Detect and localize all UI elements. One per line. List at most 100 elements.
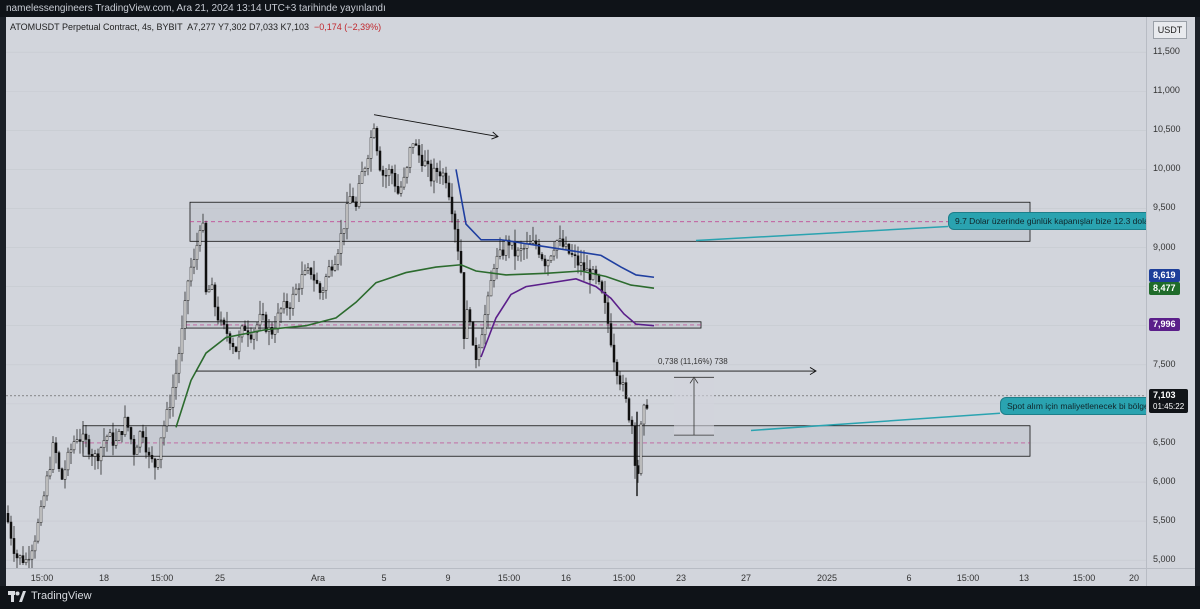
candle-body [462, 272, 466, 339]
candle-body [567, 243, 571, 254]
measure-range-arrowhead [689, 376, 699, 384]
candle-body [258, 313, 262, 326]
candle-body [171, 387, 175, 408]
time-axis[interactable]: 15:00 18 15:00 25 Ara 5 9 15:00 16 15:00 23 27 2025 6… [6, 568, 1146, 587]
price-axis[interactable]: USDT 11,500 11,000 10,500 10,000 9,500 9,000 8… [1146, 17, 1195, 568]
time-tick-label: 15:00 [1072, 573, 1096, 583]
candle-body [165, 409, 169, 427]
candle-body [345, 203, 349, 230]
candle-body [255, 324, 259, 333]
chart-plot-area[interactable]: ATOMUSDT Perpetual Contract, 4s, BYBIT A… [6, 17, 1146, 568]
candle-body [411, 143, 415, 148]
green-ma-price: 8,477 [1153, 283, 1176, 293]
candle-body [324, 276, 328, 291]
candle-body [423, 160, 427, 167]
candle-body [27, 558, 31, 561]
lower-note-callout[interactable]: Spot alım için maliyetlenecek bi bölge. [1000, 397, 1146, 415]
candle-body [240, 325, 244, 338]
candle-body [450, 196, 454, 215]
candle-body [198, 230, 202, 246]
candle-body [477, 347, 481, 360]
candle-body [618, 375, 622, 385]
candle-body [582, 262, 586, 271]
candle-body [321, 290, 325, 293]
candle-body [177, 353, 181, 374]
tradingview-logo[interactable]: TradingView [8, 590, 92, 602]
candle-body [420, 154, 424, 167]
candle-body [627, 398, 631, 421]
candle-body [429, 163, 433, 182]
upper-note-callout[interactable]: 9.7 Dolar üzerinde günlük kapanışlar biz… [948, 212, 1146, 230]
candle-body [60, 468, 64, 480]
candle-body [393, 172, 397, 187]
candle-body [195, 244, 199, 260]
candle-body [534, 240, 538, 245]
currency-unit-button[interactable]: USDT [1153, 21, 1187, 39]
candle-body [192, 259, 196, 268]
candle-body [273, 328, 277, 335]
candle-body [333, 264, 337, 271]
candle-body [123, 416, 127, 436]
time-tick-label: 23 [675, 573, 687, 583]
candle-body [9, 521, 13, 539]
candle-body [132, 438, 136, 455]
candle-body [12, 538, 16, 554]
candle-body [369, 137, 373, 159]
last-price-tag: 7,103 01:45:22 [1149, 389, 1189, 413]
candle-body [624, 382, 628, 399]
candle-body [603, 291, 607, 303]
price-tick-label: 11,500 [1153, 46, 1180, 57]
candle-body [552, 249, 556, 257]
candle-body [111, 432, 115, 446]
candle-body [456, 228, 460, 252]
time-tick-label: 15:00 [497, 573, 521, 583]
candle-body [492, 268, 496, 281]
price-tick-label: 7,500 [1153, 358, 1176, 369]
candle-body [561, 238, 565, 247]
candle-body [531, 240, 535, 244]
candle-body [21, 555, 25, 563]
candle-body [45, 475, 49, 497]
candle-body [276, 312, 280, 330]
candle-body [570, 253, 574, 255]
candle-body [471, 321, 475, 346]
bar-countdown: 01:45:22 [1153, 402, 1185, 411]
last-price: 7,103 [1153, 390, 1176, 400]
candle-body [336, 253, 340, 265]
attribution-text: namelessengineers TradingView.com, Ara 2… [6, 3, 386, 14]
candle-body [498, 249, 502, 257]
time-tick-label: 25 [214, 573, 226, 583]
candle-body [459, 250, 463, 273]
time-tick-label: 27 [740, 573, 752, 583]
time-tick-label: Ara [310, 573, 326, 583]
price-tick-label: 11,000 [1153, 85, 1180, 96]
candle-body [63, 469, 67, 480]
candle-body [318, 283, 322, 293]
symbol-legend[interactable]: ATOMUSDT Perpetual Contract, 4s, BYBIT A… [10, 22, 381, 32]
candle-body [366, 158, 370, 169]
candle-body [453, 213, 457, 230]
blue-vwap-price: 8,619 [1153, 270, 1176, 280]
candle-body [495, 255, 499, 269]
candle-body [468, 309, 472, 322]
overlay-ma_green [175, 263, 655, 428]
candle-body [231, 343, 235, 348]
upper-note-text: 9.7 Dolar üzerinde günlük kapanışlar biz… [955, 216, 1146, 226]
candle-body [357, 183, 361, 207]
candle-body [384, 175, 388, 177]
candle-body [183, 300, 187, 329]
price-chart[interactable] [6, 17, 1146, 568]
candle-body [306, 267, 310, 271]
candle-body [606, 302, 610, 324]
candle-body [372, 128, 376, 138]
candle-body [576, 255, 580, 266]
time-tick-label: 15:00 [956, 573, 980, 583]
candle-body [435, 167, 439, 172]
candle-body [408, 147, 412, 168]
candle-body [42, 495, 46, 507]
candle-body [399, 186, 403, 194]
candle-body [204, 222, 208, 293]
brand-footer: TradingView [0, 586, 1200, 609]
candle-body [216, 306, 220, 321]
